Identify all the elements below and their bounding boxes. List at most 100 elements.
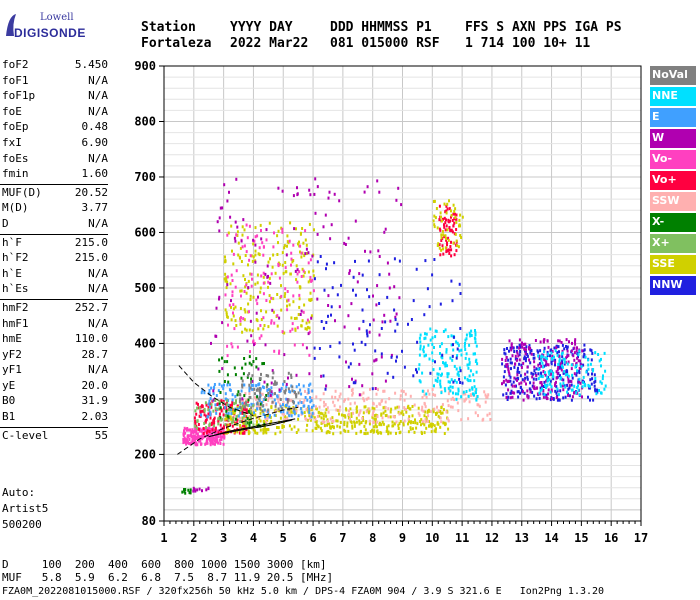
data-point [426,287,429,291]
data-point [247,279,250,283]
data-point [426,419,429,423]
data-point [265,374,268,377]
data-point [316,232,319,236]
data-point [299,285,302,289]
data-point [306,318,309,322]
data-point [271,376,274,380]
data-point [451,358,454,362]
data-point [516,390,519,394]
param-value: 5.450 [74,58,108,71]
data-point [227,418,230,422]
data-point [384,227,387,231]
data-point [291,389,294,393]
data-point [386,371,389,375]
data-point [264,398,267,401]
data-point [210,386,213,390]
data-point [325,414,328,418]
data-point [565,345,567,348]
data-point [432,393,435,397]
data-point [313,416,316,420]
data-point [467,417,470,421]
data-point [269,257,271,261]
data-point [507,358,510,362]
data-point [243,405,246,409]
data-point [368,407,371,411]
data-point [380,352,383,356]
data-point [200,413,203,417]
data-point [553,346,556,350]
data-point [276,395,279,399]
data-point [558,366,561,370]
data-point [264,396,267,400]
data-point [546,397,548,401]
param-name: M(D) [2,201,29,215]
data-point [186,440,189,444]
data-point [181,490,184,494]
data-point [374,418,376,422]
data-point [252,360,255,363]
data-point [247,432,250,436]
data-point [234,401,237,405]
data-point [339,431,342,435]
data-point [354,379,357,383]
data-point [542,389,545,392]
data-point [195,412,198,416]
data-point [249,319,252,323]
data-point [574,342,577,346]
data-point [239,416,241,420]
data-point [239,246,242,250]
data-point [268,294,271,298]
data-point [247,409,250,413]
data-point [453,253,456,257]
data-point [339,392,342,396]
data-point [226,275,229,279]
data-point [444,389,447,393]
data-point [489,418,492,421]
data-point [240,260,243,263]
data-point [439,409,442,413]
data-point [226,399,229,403]
data-point [338,412,340,416]
data-point [440,411,443,415]
data-point [272,310,275,314]
data-point [262,281,265,285]
data-point [286,411,289,415]
chart-grid [164,66,641,521]
data-point [599,380,602,384]
profile-curve [208,418,296,438]
data-point [367,259,370,263]
data-point [518,362,521,366]
data-point [256,424,259,428]
data-point [221,367,224,371]
data-point [398,296,401,300]
param-separator [0,233,108,235]
data-point [596,388,598,392]
data-point [303,254,306,258]
data-point [309,291,312,295]
data-point [511,345,514,349]
data-point [245,408,248,412]
data-point [455,239,458,243]
data-point [305,247,308,251]
data-point [372,402,375,406]
data-point [539,371,542,375]
data-point [296,268,299,272]
data-point [234,239,237,243]
data-point [307,251,310,255]
data-point [463,399,466,403]
data-point [532,377,535,381]
data-point [518,338,521,342]
data-point [570,380,573,384]
data-point [404,392,407,396]
data-point [208,389,211,392]
data-point [472,373,475,377]
data-point [369,430,372,434]
data-point [262,412,265,416]
data-point [273,398,276,402]
data-point [449,219,451,223]
data-point [236,418,239,422]
data-point [260,372,262,376]
data-point [440,219,443,223]
data-point [220,409,223,413]
data-point [440,342,443,346]
